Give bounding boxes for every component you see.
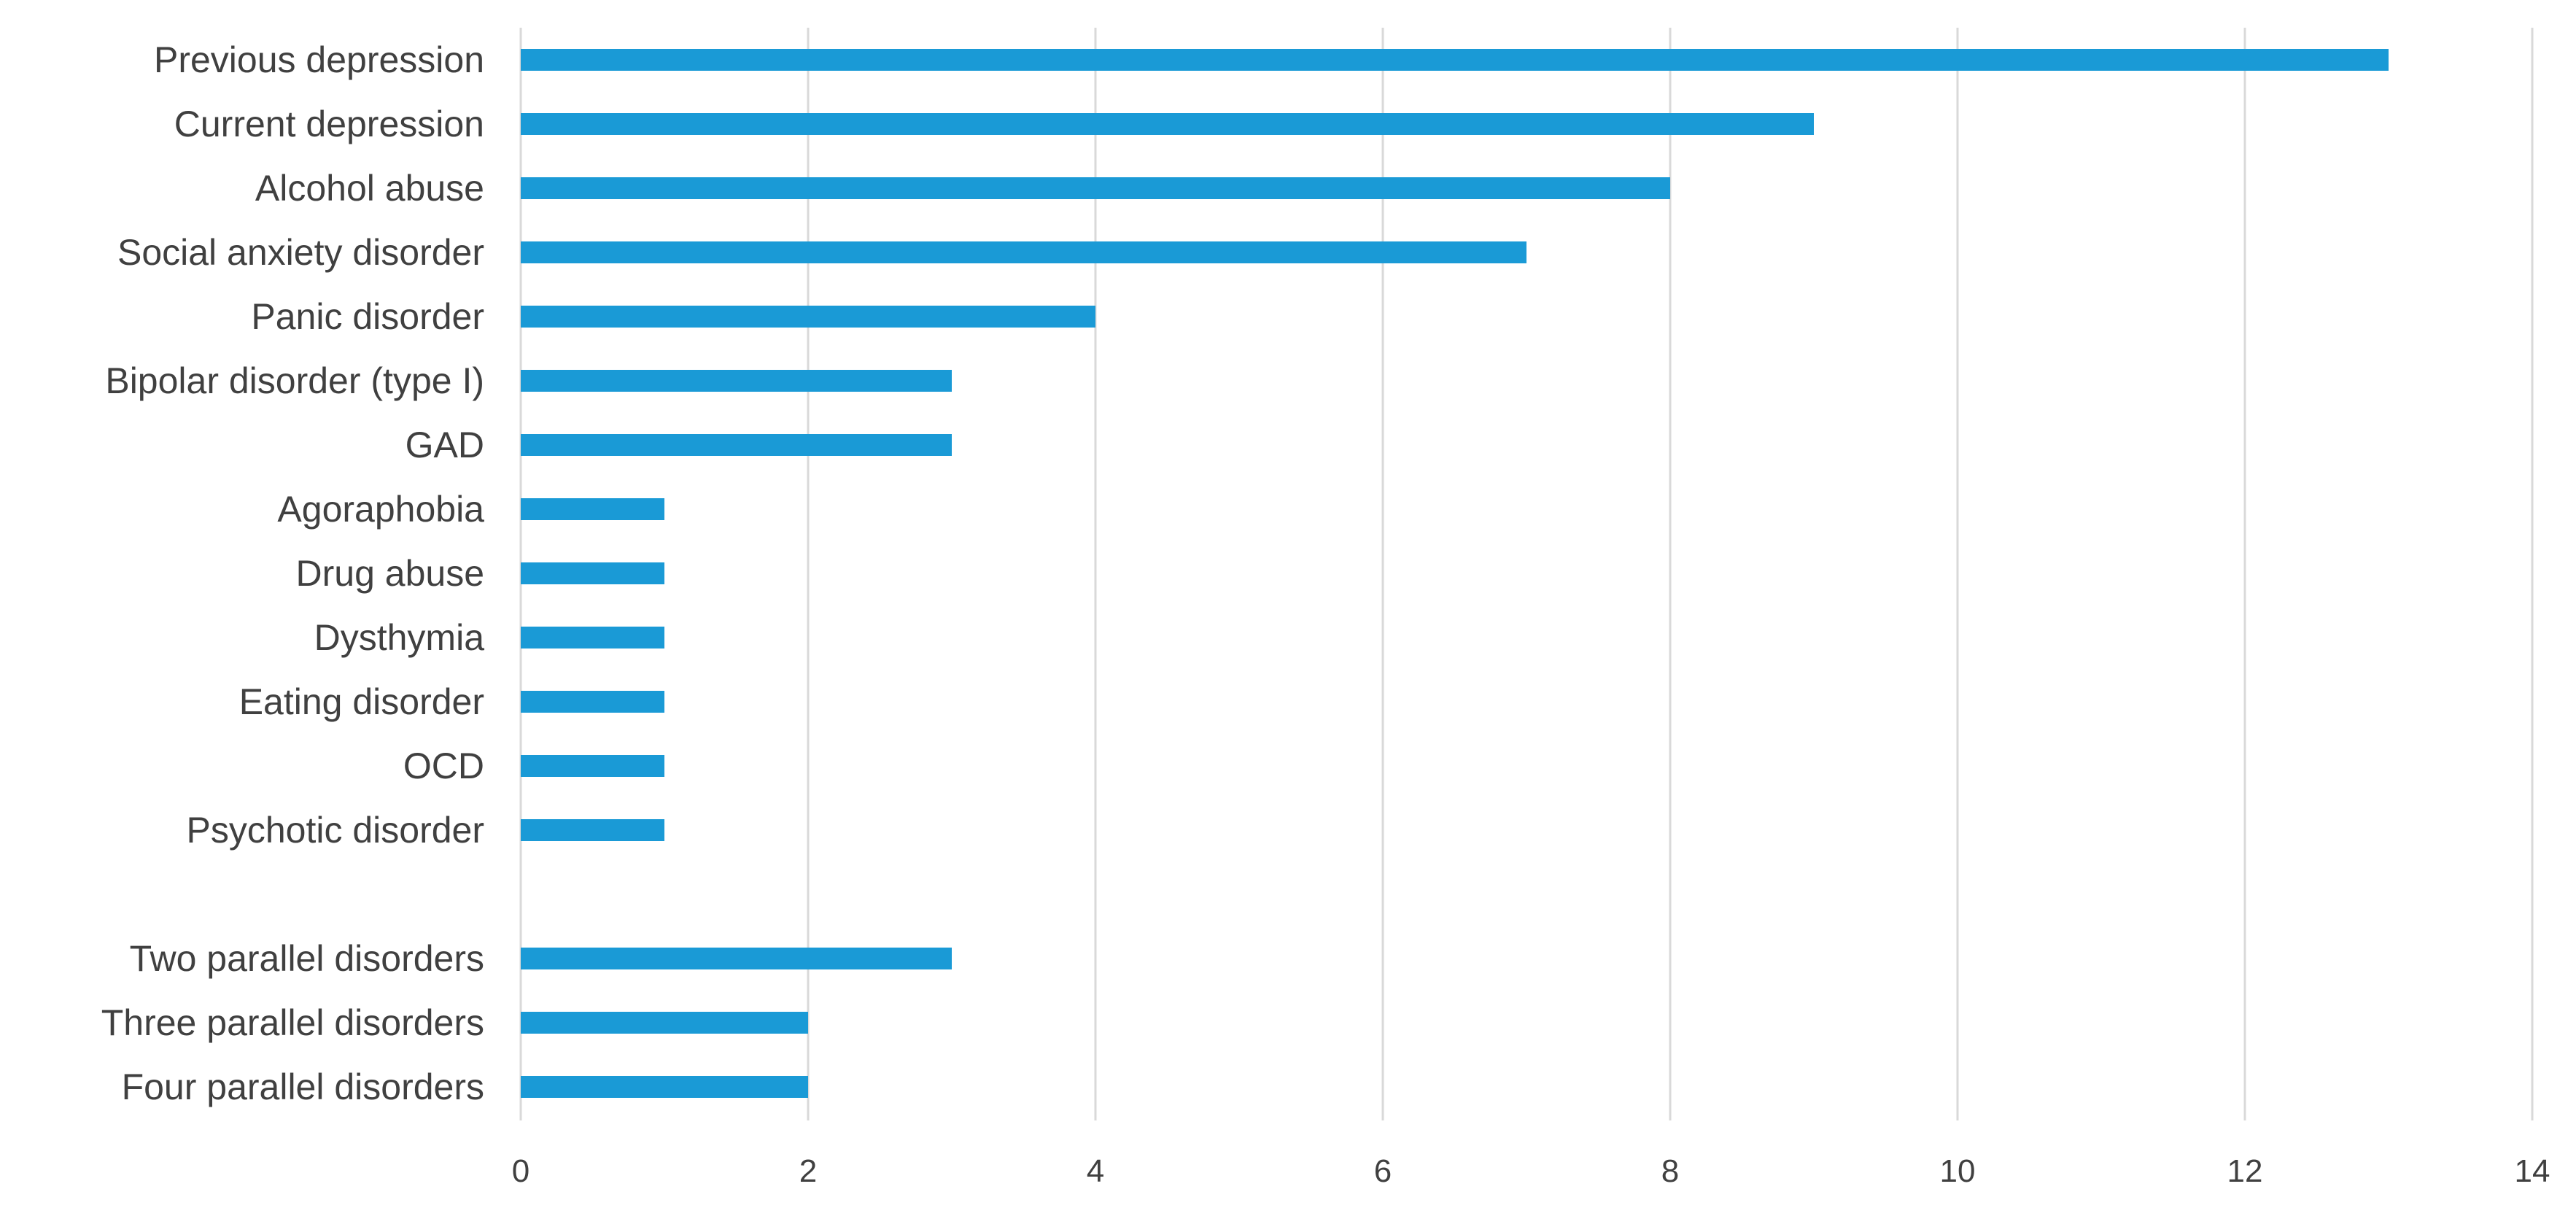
x-tick-label-4: 4 xyxy=(1087,1153,1104,1189)
category-label-16: Four parallel disorders xyxy=(122,1066,484,1107)
bar-3 xyxy=(521,241,1526,263)
bar-14 xyxy=(521,948,952,969)
x-tick-label-6: 6 xyxy=(1374,1153,1392,1189)
x-tick-label-2: 2 xyxy=(799,1153,817,1189)
bar-10 xyxy=(521,691,664,713)
category-labels: Previous depression Current depression Alc… xyxy=(101,39,484,1107)
bar-4 xyxy=(521,306,1095,328)
bar-0 xyxy=(521,49,2389,71)
category-label-4: Panic disorder xyxy=(251,296,484,337)
bar-2 xyxy=(521,177,1670,199)
category-label-9: Dysthymia xyxy=(314,617,485,658)
category-label-0: Previous depression xyxy=(154,39,484,80)
x-tick-label-14: 14 xyxy=(2515,1153,2550,1189)
category-label-11: OCD xyxy=(403,746,484,786)
x-axis-tick-labels: 0 2 4 6 8 10 12 14 xyxy=(512,1153,2550,1189)
x-tick-label-10: 10 xyxy=(1940,1153,1976,1189)
category-label-15: Three parallel disorders xyxy=(101,1002,484,1043)
bars xyxy=(521,49,2389,1098)
category-label-3: Social anxiety disorder xyxy=(117,232,484,273)
x-tick-label-0: 0 xyxy=(512,1153,529,1189)
category-label-5: Bipolar disorder (type I) xyxy=(105,360,484,401)
bar-6 xyxy=(521,434,952,456)
bar-7 xyxy=(521,498,664,520)
x-tick-label-8: 8 xyxy=(1661,1153,1679,1189)
bar-11 xyxy=(521,755,664,777)
category-label-10: Eating disorder xyxy=(239,681,484,722)
bar-1 xyxy=(521,113,1814,135)
category-label-2: Alcohol abuse xyxy=(255,168,484,209)
bar-12 xyxy=(521,819,664,841)
bar-15 xyxy=(521,1012,808,1034)
gridlines xyxy=(519,28,2534,1120)
bar-9 xyxy=(521,627,664,648)
bar-8 xyxy=(521,562,664,584)
category-label-1: Current depression xyxy=(174,104,484,144)
category-label-6: GAD xyxy=(406,425,484,465)
bar-16 xyxy=(521,1076,808,1098)
category-label-12: Psychotic disorder xyxy=(187,810,485,851)
category-label-8: Drug abuse xyxy=(296,553,485,594)
x-tick-label-12: 12 xyxy=(2227,1153,2263,1189)
category-label-14: Two parallel disorders xyxy=(130,938,484,979)
category-label-7: Agoraphobia xyxy=(277,489,484,530)
bar-5 xyxy=(521,370,952,392)
